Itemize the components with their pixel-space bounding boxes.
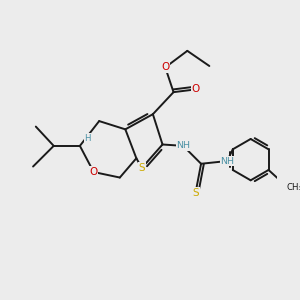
Text: O: O [161, 62, 170, 72]
Text: NH: NH [220, 157, 234, 166]
Text: CH₃: CH₃ [286, 182, 300, 191]
Text: S: S [139, 163, 145, 173]
Text: NH: NH [176, 141, 190, 150]
Text: O: O [89, 167, 98, 177]
Text: O: O [191, 84, 200, 94]
Text: H: H [84, 134, 91, 143]
Text: S: S [192, 188, 199, 198]
